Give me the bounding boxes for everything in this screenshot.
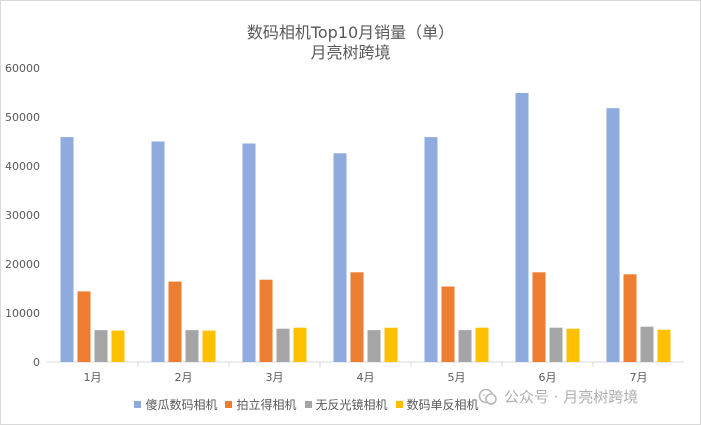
bar-2-5 [441,286,455,362]
bar-3-5 [458,330,472,362]
legend-item: 无反光镜相机 [304,396,388,413]
bar-3-3 [276,328,290,362]
bar-3-6 [549,327,563,362]
legend-swatch [134,401,142,408]
bar-4-1 [111,330,125,362]
y-tick-label: 10000 [5,307,40,320]
bar-4-5 [475,327,489,362]
legend-label: 数码单反相机 [406,398,479,412]
x-tick-label: 5月 [448,371,466,384]
wechat-icon [478,388,497,405]
chart-subtitle: 月亮树跨境 [310,43,391,62]
y-tick-label: 0 [33,356,40,369]
bar-4-3 [293,327,307,362]
bar-2-2 [168,281,182,362]
legend-label: 无反光镜相机 [315,398,388,412]
bar-2-4 [350,272,364,362]
bar-3-4 [367,330,381,362]
bar-2-3 [259,279,273,362]
x-tick-label: 3月 [266,371,284,384]
bar-1-3 [242,143,256,362]
bar-3-1 [94,330,108,362]
x-tick-label: 4月 [357,371,375,384]
bar-1-5 [424,137,438,362]
y-tick-label: 50000 [5,111,40,124]
legend-item: 数码单反相机 [395,396,479,413]
y-tick-label: 30000 [5,209,40,222]
bar-1-7 [606,108,620,362]
legend: 傻瓜数码相机 拍立得相机 无反光镜相机 数码单反相机 [0,396,701,413]
watermark: 公众号 · 月亮树跨境 [478,386,638,407]
y-tick-label: 40000 [5,160,40,173]
bar-1-6 [515,93,529,362]
legend-swatch [225,401,233,408]
x-tick-label: 2月 [175,371,193,384]
legend-item: 傻瓜数码相机 [134,396,217,413]
bar-4-4 [384,327,398,362]
x-tick-label: 7月 [630,371,648,384]
bar-3-7 [640,326,654,362]
bar-4-7 [657,329,671,362]
y-tick-label: 20000 [5,258,40,271]
bar-2-7 [623,274,637,362]
bar-1-2 [151,141,165,362]
legend-label: 拍立得相机 [236,398,297,412]
chart-title: 数码相机Top10月销量（单） [246,23,455,42]
legend-label: 傻瓜数码相机 [145,398,218,412]
bar-2-6 [532,272,546,362]
legend-swatch [304,401,312,408]
bar-4-6 [566,328,580,362]
watermark-text: 公众号 · 月亮树跨境 [504,388,639,406]
legend-swatch [395,401,403,408]
y-tick-label: 60000 [5,62,40,75]
x-tick-label: 1月 [84,371,102,384]
bar-3-2 [185,330,199,362]
bar-1-1 [60,137,74,362]
bar-2-1 [77,291,91,362]
legend-item: 拍立得相机 [225,396,297,413]
bar-4-2 [202,330,216,362]
bar-1-4 [333,153,347,362]
x-tick-label: 6月 [539,371,557,384]
